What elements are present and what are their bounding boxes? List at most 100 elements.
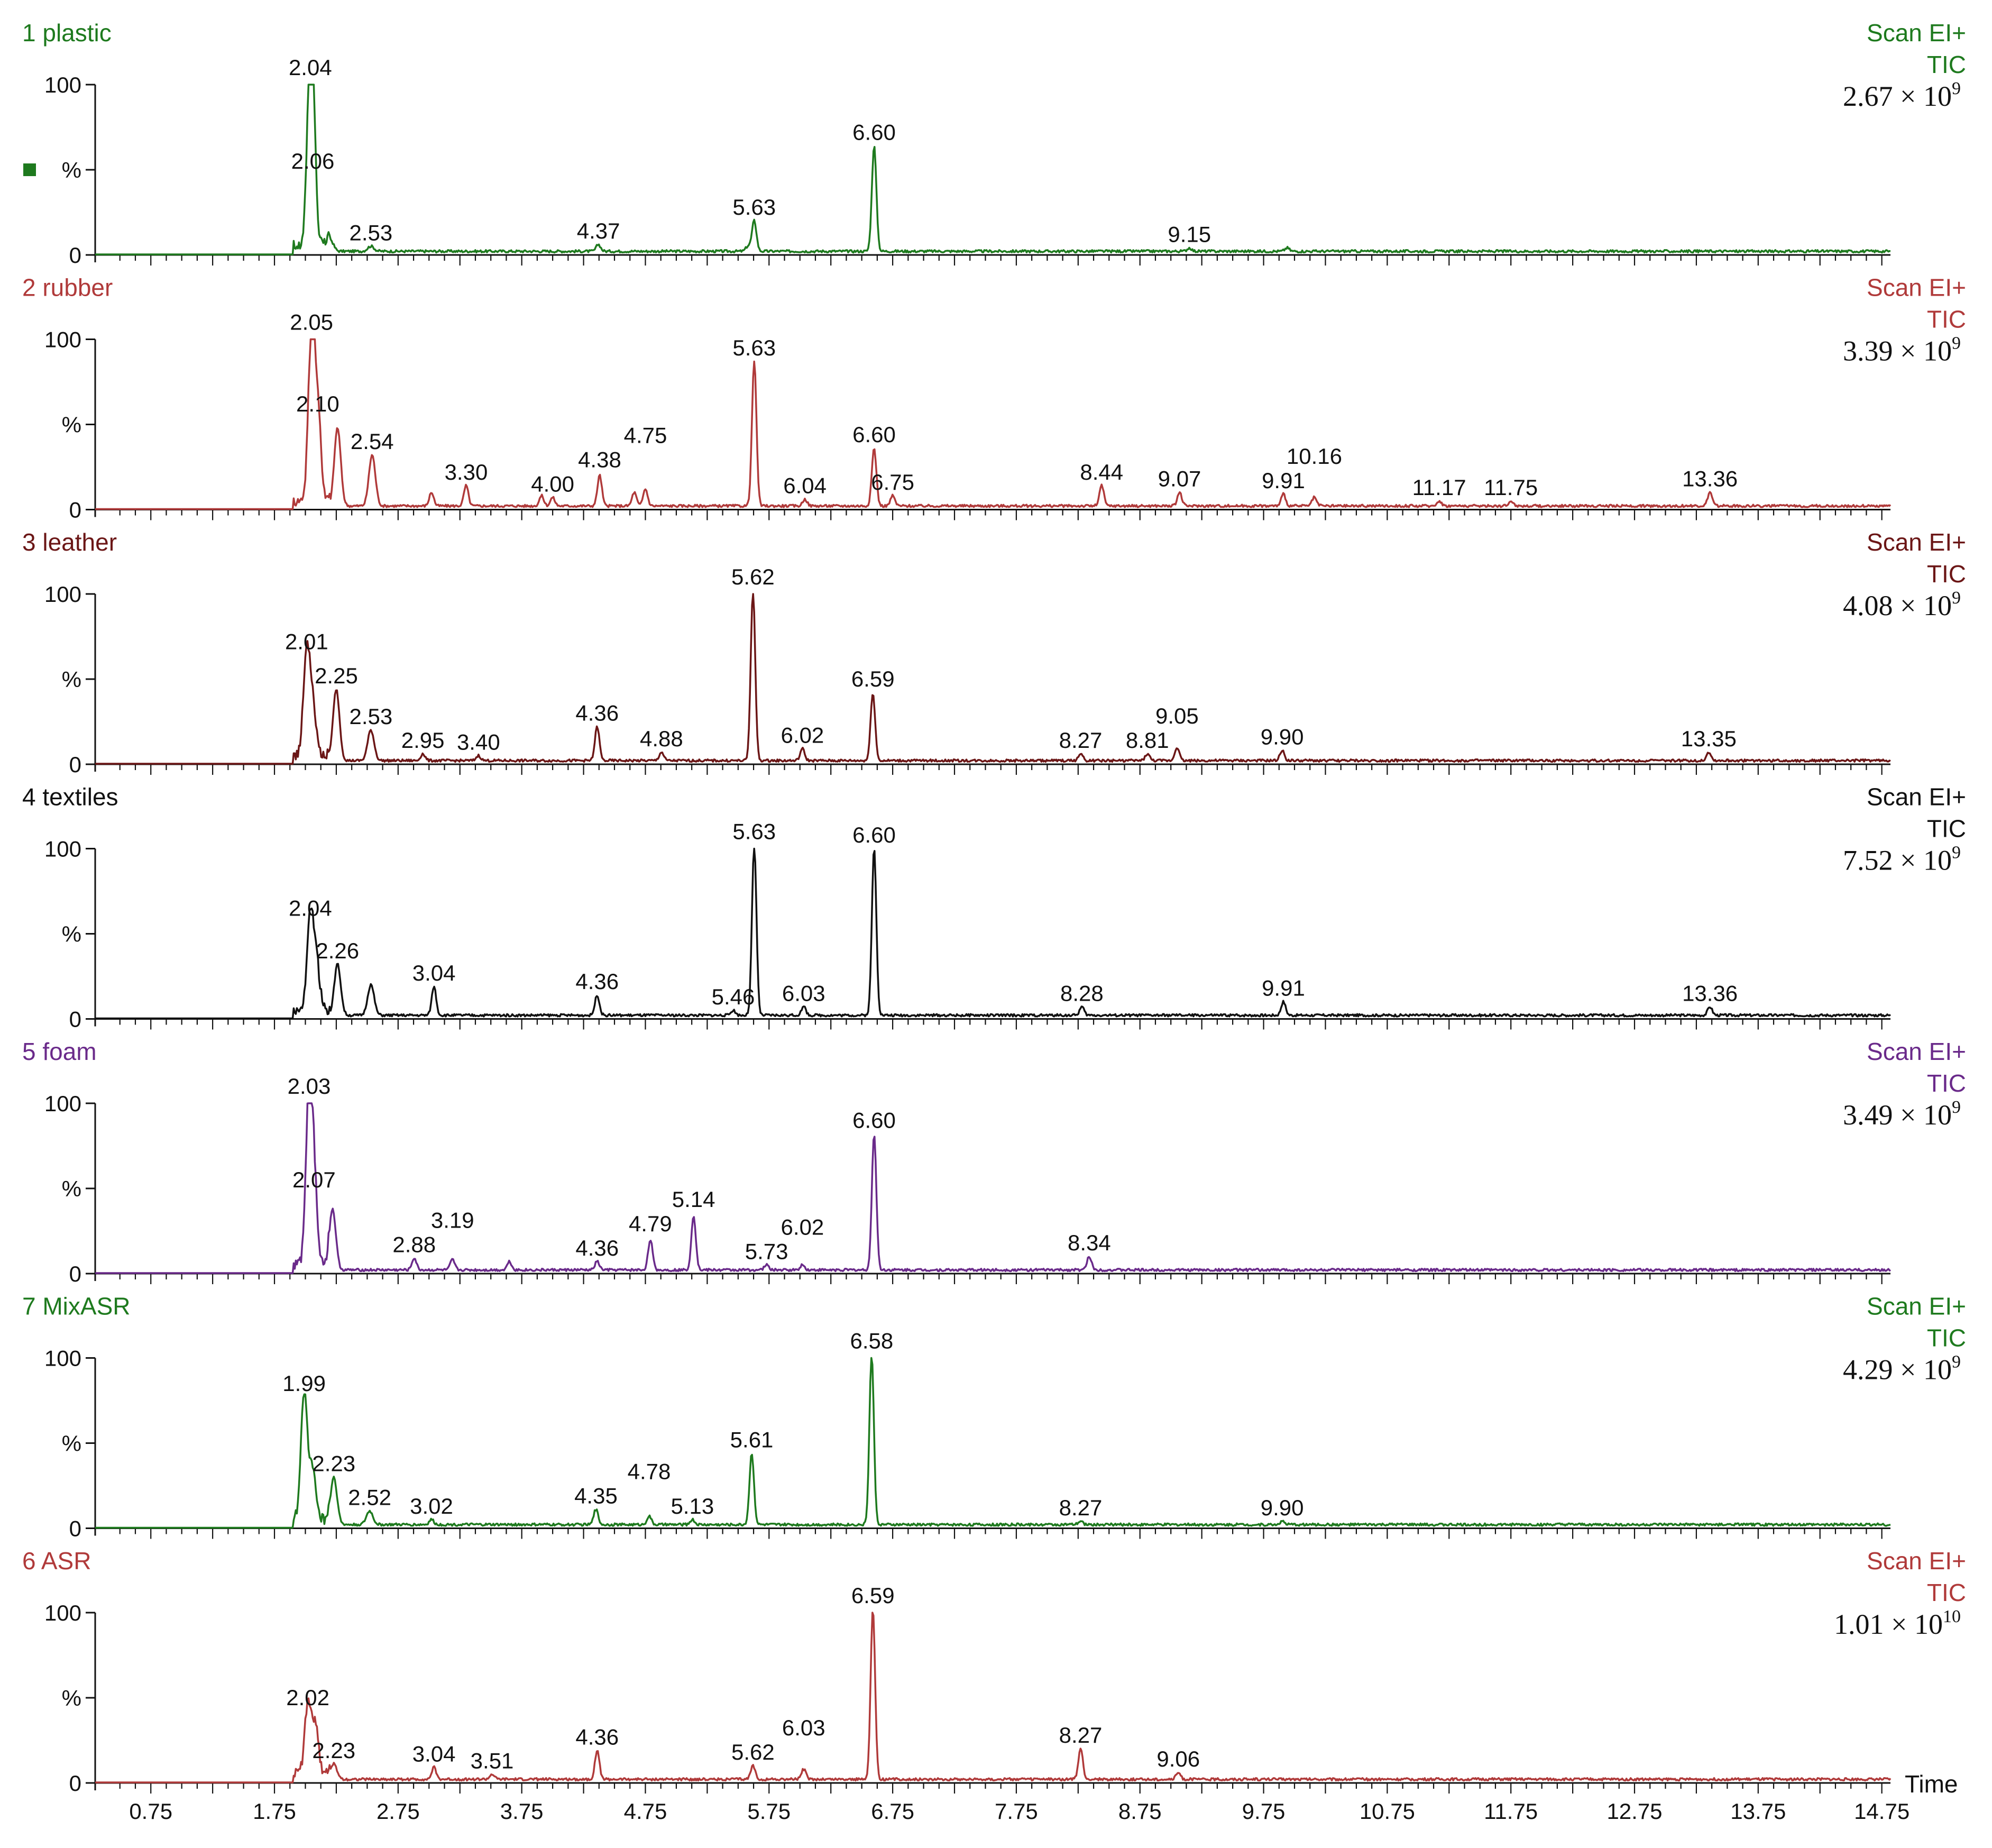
- y-tick-label: 100: [44, 1346, 81, 1371]
- y-tick-label: %: [62, 1686, 81, 1710]
- peak-label: 5.62: [731, 1740, 775, 1764]
- y-tick-label: 0: [69, 1007, 81, 1032]
- x-tick-label: 8.75: [1118, 1799, 1162, 1824]
- peak-label: 3.04: [412, 960, 456, 985]
- peak-label: 4.78: [628, 1459, 671, 1484]
- peak-label: 5.73: [745, 1239, 788, 1264]
- peak-label: 4.36: [575, 1236, 619, 1260]
- y-tick-label: 100: [44, 1600, 81, 1625]
- tic-trace: [95, 84, 1891, 255]
- scan-mode-label: Scan EI+: [1867, 528, 1966, 556]
- tic-trace: [95, 847, 1891, 1020]
- peak-label: 5.63: [732, 195, 776, 219]
- scan-mode-label: Scan EI+: [1867, 19, 1966, 47]
- scan-mode-label: Scan EI+: [1867, 274, 1966, 301]
- peak-label: 9.91: [1262, 468, 1305, 493]
- tic-trace: [95, 593, 1891, 765]
- peak-label: 11.17: [1412, 475, 1466, 500]
- peak-label: 2.23: [312, 1738, 355, 1763]
- y-tick-label: 100: [44, 72, 81, 97]
- peak-label: 5.62: [731, 564, 775, 589]
- peak-label: 2.25: [315, 663, 358, 688]
- peak-label: 4.79: [629, 1211, 672, 1236]
- peak-label: 2.52: [348, 1485, 391, 1510]
- peak-label: 9.91: [1262, 976, 1305, 1001]
- peak-label: 6.02: [781, 1214, 824, 1239]
- peak-label: 6.04: [783, 473, 827, 498]
- peak-label: 8.28: [1060, 981, 1104, 1005]
- peak-label: 2.23: [312, 1451, 355, 1476]
- peak-label: 2.54: [351, 429, 394, 454]
- intensity-scale: 2.67 × 109: [1843, 79, 1961, 112]
- peak-label: 4.75: [624, 423, 667, 447]
- peak-label: 9.90: [1261, 1495, 1304, 1520]
- peak-label: 8.27: [1059, 1723, 1103, 1748]
- panel-label: 6 ASR: [22, 1547, 91, 1575]
- intensity-scale: 7.52 × 109: [1843, 843, 1961, 876]
- peak-label: 2.03: [288, 1074, 331, 1099]
- scan-mode-label: Scan EI+: [1867, 1293, 1966, 1320]
- peak-label: 2.95: [401, 728, 445, 753]
- peak-label: 4.36: [575, 701, 619, 726]
- y-tick-label: 0: [69, 752, 81, 777]
- intensity-scale: 3.39 × 109: [1843, 334, 1961, 367]
- x-tick-label: 7.75: [995, 1799, 1038, 1824]
- peak-label: 13.35: [1681, 726, 1737, 751]
- intensity-scale: 1.01 × 1010: [1834, 1607, 1961, 1640]
- peak-label: 3.19: [431, 1207, 474, 1232]
- peak-label: 9.90: [1261, 725, 1304, 749]
- y-tick-label: 0: [69, 498, 81, 523]
- peak-label: 5.14: [672, 1187, 715, 1212]
- peak-label: 9.15: [1168, 222, 1211, 247]
- peak-label: 9.06: [1156, 1746, 1200, 1771]
- peak-label: 2.04: [289, 55, 332, 80]
- tic-label: TIC: [1927, 1069, 1966, 1097]
- peak-label: 10.16: [1287, 444, 1342, 469]
- x-tick-label: 14.75: [1854, 1799, 1910, 1824]
- peak-label: 2.26: [316, 938, 359, 963]
- peak-label: 2.07: [292, 1167, 336, 1192]
- y-tick-label: 100: [44, 582, 81, 607]
- x-tick-label: 10.75: [1360, 1799, 1415, 1824]
- panel-label: 7 MixASR: [22, 1293, 130, 1320]
- tic-label: TIC: [1927, 51, 1966, 78]
- x-tick-label: 1.75: [253, 1799, 296, 1824]
- panel-label: 4 textiles: [22, 783, 118, 811]
- x-axis-title: Time: [1905, 1770, 1958, 1798]
- peak-label: 2.06: [291, 149, 335, 173]
- tic-label: TIC: [1927, 560, 1966, 588]
- peak-label: 5.63: [732, 335, 776, 360]
- panel-label: 5 foam: [22, 1038, 97, 1065]
- peak-label: 4.36: [575, 969, 619, 994]
- x-tick-label: 13.75: [1730, 1799, 1786, 1824]
- peak-label: 2.53: [350, 220, 393, 245]
- peak-label: 6.59: [851, 1583, 895, 1608]
- x-tick-label: 5.75: [747, 1799, 791, 1824]
- y-tick-label: %: [62, 1176, 81, 1201]
- peak-label: 3.40: [457, 729, 500, 754]
- peak-label: 5.61: [730, 1427, 774, 1452]
- peak-label: 6.03: [782, 981, 825, 1005]
- peak-label: 6.03: [782, 1715, 825, 1740]
- x-tick-label: 9.75: [1242, 1799, 1286, 1824]
- peak-label: 8.27: [1059, 1495, 1103, 1520]
- peak-label: 6.60: [852, 1108, 896, 1132]
- y-tick-label: 0: [69, 1771, 81, 1796]
- panel-label: 1 plastic: [22, 19, 112, 47]
- tic-label: TIC: [1927, 306, 1966, 333]
- legend-marker: [23, 163, 36, 176]
- peak-label: 4.38: [578, 447, 621, 472]
- intensity-scale: 4.29 × 109: [1843, 1352, 1961, 1386]
- panel-label: 3 leather: [22, 528, 117, 556]
- peak-label: 13.36: [1682, 466, 1738, 491]
- y-tick-label: 0: [69, 243, 81, 268]
- y-tick-label: %: [62, 922, 81, 947]
- tic-trace: [95, 338, 1892, 510]
- peak-label: 8.44: [1080, 460, 1123, 484]
- peak-label: 8.27: [1059, 728, 1103, 753]
- y-tick-label: %: [62, 158, 81, 182]
- peak-label: 2.05: [290, 310, 333, 335]
